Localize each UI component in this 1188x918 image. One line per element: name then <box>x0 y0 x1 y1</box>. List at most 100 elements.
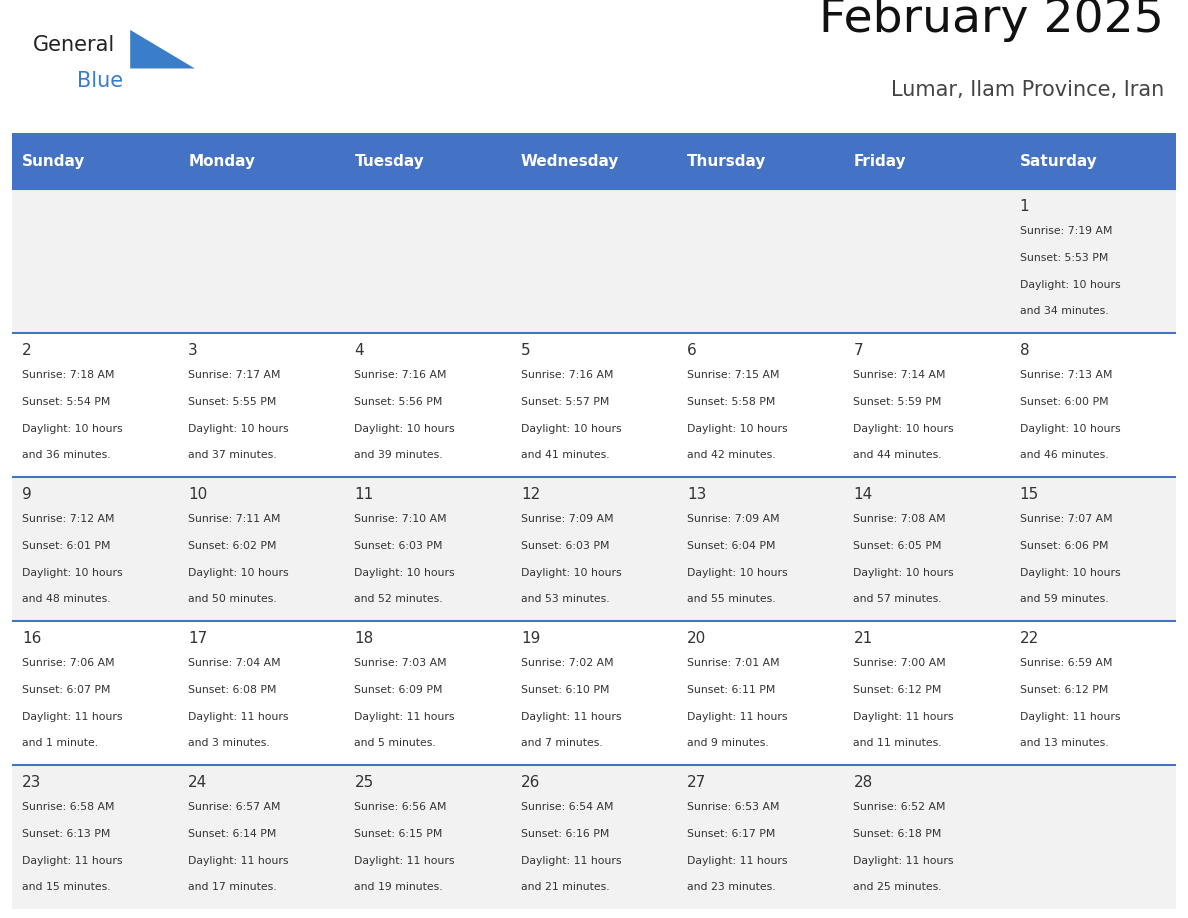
Text: Sunset: 6:06 PM: Sunset: 6:06 PM <box>1019 541 1108 551</box>
Text: and 36 minutes.: and 36 minutes. <box>21 450 110 460</box>
FancyBboxPatch shape <box>178 133 345 189</box>
FancyBboxPatch shape <box>677 333 843 477</box>
Text: Sunrise: 7:17 AM: Sunrise: 7:17 AM <box>188 370 280 380</box>
FancyBboxPatch shape <box>345 477 511 621</box>
Text: Daylight: 10 hours: Daylight: 10 hours <box>853 423 954 433</box>
Text: 10: 10 <box>188 487 208 502</box>
FancyBboxPatch shape <box>511 189 677 333</box>
Text: 7: 7 <box>853 343 864 358</box>
Text: Daylight: 10 hours: Daylight: 10 hours <box>21 423 122 433</box>
Text: 28: 28 <box>853 775 873 789</box>
Text: Sunset: 6:11 PM: Sunset: 6:11 PM <box>687 685 776 695</box>
Text: Sunrise: 7:18 AM: Sunrise: 7:18 AM <box>21 370 114 380</box>
Text: Sunset: 6:14 PM: Sunset: 6:14 PM <box>188 829 277 839</box>
Text: Sunset: 6:05 PM: Sunset: 6:05 PM <box>853 541 942 551</box>
Text: and 57 minutes.: and 57 minutes. <box>853 594 942 604</box>
FancyBboxPatch shape <box>1010 133 1176 189</box>
Text: Sunrise: 7:08 AM: Sunrise: 7:08 AM <box>853 514 946 524</box>
Text: and 15 minutes.: and 15 minutes. <box>21 882 110 892</box>
Text: Sunset: 6:00 PM: Sunset: 6:00 PM <box>1019 397 1108 407</box>
Text: Sunrise: 7:19 AM: Sunrise: 7:19 AM <box>1019 227 1112 237</box>
Text: Lumar, Ilam Province, Iran: Lumar, Ilam Province, Iran <box>891 80 1164 100</box>
Text: Daylight: 11 hours: Daylight: 11 hours <box>520 711 621 722</box>
Text: and 17 minutes.: and 17 minutes. <box>188 882 277 892</box>
FancyBboxPatch shape <box>511 621 677 765</box>
Text: 11: 11 <box>354 487 374 502</box>
Text: Sunset: 6:09 PM: Sunset: 6:09 PM <box>354 685 443 695</box>
FancyBboxPatch shape <box>345 765 511 909</box>
Text: Sunrise: 6:53 AM: Sunrise: 6:53 AM <box>687 802 779 812</box>
FancyBboxPatch shape <box>677 133 843 189</box>
Text: Sunrise: 7:00 AM: Sunrise: 7:00 AM <box>853 658 946 668</box>
FancyBboxPatch shape <box>843 333 1010 477</box>
Text: Sunset: 6:03 PM: Sunset: 6:03 PM <box>354 541 443 551</box>
Text: 16: 16 <box>21 631 42 646</box>
Text: Sunset: 5:54 PM: Sunset: 5:54 PM <box>21 397 110 407</box>
Text: Daylight: 10 hours: Daylight: 10 hours <box>1019 280 1120 290</box>
FancyBboxPatch shape <box>1010 189 1176 333</box>
Text: Daylight: 11 hours: Daylight: 11 hours <box>853 711 954 722</box>
Text: Sunrise: 7:09 AM: Sunrise: 7:09 AM <box>520 514 613 524</box>
Text: Sunset: 6:04 PM: Sunset: 6:04 PM <box>687 541 776 551</box>
Text: and 42 minutes.: and 42 minutes. <box>687 450 776 460</box>
Text: Daylight: 11 hours: Daylight: 11 hours <box>21 856 122 866</box>
Text: and 3 minutes.: and 3 minutes. <box>188 738 270 748</box>
Text: Daylight: 10 hours: Daylight: 10 hours <box>1019 567 1120 577</box>
Text: 22: 22 <box>1019 631 1040 646</box>
Text: Daylight: 11 hours: Daylight: 11 hours <box>354 711 455 722</box>
Polygon shape <box>131 30 195 69</box>
Text: and 59 minutes.: and 59 minutes. <box>1019 594 1108 604</box>
Text: Sunday: Sunday <box>21 153 86 169</box>
Text: and 7 minutes.: and 7 minutes. <box>520 738 602 748</box>
Text: 5: 5 <box>520 343 531 358</box>
Text: 23: 23 <box>21 775 42 789</box>
Text: General: General <box>33 35 115 55</box>
Text: and 55 minutes.: and 55 minutes. <box>687 594 776 604</box>
Text: and 34 minutes.: and 34 minutes. <box>1019 307 1108 317</box>
Text: Daylight: 10 hours: Daylight: 10 hours <box>188 567 289 577</box>
Text: Daylight: 11 hours: Daylight: 11 hours <box>687 856 788 866</box>
Text: 27: 27 <box>687 775 707 789</box>
Text: Sunrise: 7:10 AM: Sunrise: 7:10 AM <box>354 514 447 524</box>
Text: Daylight: 10 hours: Daylight: 10 hours <box>354 423 455 433</box>
Text: and 5 minutes.: and 5 minutes. <box>354 738 436 748</box>
Text: Sunset: 6:15 PM: Sunset: 6:15 PM <box>354 829 443 839</box>
Text: 3: 3 <box>188 343 198 358</box>
Text: and 39 minutes.: and 39 minutes. <box>354 450 443 460</box>
FancyBboxPatch shape <box>677 189 843 333</box>
Text: 19: 19 <box>520 631 541 646</box>
Text: Sunrise: 7:07 AM: Sunrise: 7:07 AM <box>1019 514 1112 524</box>
FancyBboxPatch shape <box>12 765 178 909</box>
Text: Sunset: 5:53 PM: Sunset: 5:53 PM <box>1019 253 1108 263</box>
Text: Sunset: 6:02 PM: Sunset: 6:02 PM <box>188 541 277 551</box>
Text: 2: 2 <box>21 343 32 358</box>
FancyBboxPatch shape <box>843 189 1010 333</box>
Text: 8: 8 <box>1019 343 1030 358</box>
FancyBboxPatch shape <box>511 477 677 621</box>
Text: 26: 26 <box>520 775 541 789</box>
Text: and 25 minutes.: and 25 minutes. <box>853 882 942 892</box>
Text: and 23 minutes.: and 23 minutes. <box>687 882 776 892</box>
FancyBboxPatch shape <box>677 477 843 621</box>
Text: Friday: Friday <box>853 153 906 169</box>
Text: Sunrise: 6:56 AM: Sunrise: 6:56 AM <box>354 802 447 812</box>
Text: 13: 13 <box>687 487 707 502</box>
FancyBboxPatch shape <box>843 621 1010 765</box>
Text: Sunset: 6:08 PM: Sunset: 6:08 PM <box>188 685 277 695</box>
Text: Sunset: 5:59 PM: Sunset: 5:59 PM <box>853 397 942 407</box>
Text: and 21 minutes.: and 21 minutes. <box>520 882 609 892</box>
FancyBboxPatch shape <box>677 621 843 765</box>
Text: and 41 minutes.: and 41 minutes. <box>520 450 609 460</box>
Text: Sunset: 6:10 PM: Sunset: 6:10 PM <box>520 685 609 695</box>
FancyBboxPatch shape <box>345 621 511 765</box>
FancyBboxPatch shape <box>843 477 1010 621</box>
Text: Sunrise: 7:16 AM: Sunrise: 7:16 AM <box>354 370 447 380</box>
Text: 21: 21 <box>853 631 873 646</box>
Text: Daylight: 10 hours: Daylight: 10 hours <box>687 423 788 433</box>
Text: Daylight: 11 hours: Daylight: 11 hours <box>520 856 621 866</box>
Text: Sunset: 6:12 PM: Sunset: 6:12 PM <box>853 685 942 695</box>
Text: Sunset: 6:16 PM: Sunset: 6:16 PM <box>520 829 609 839</box>
Text: 24: 24 <box>188 775 208 789</box>
FancyBboxPatch shape <box>511 765 677 909</box>
FancyBboxPatch shape <box>1010 621 1176 765</box>
